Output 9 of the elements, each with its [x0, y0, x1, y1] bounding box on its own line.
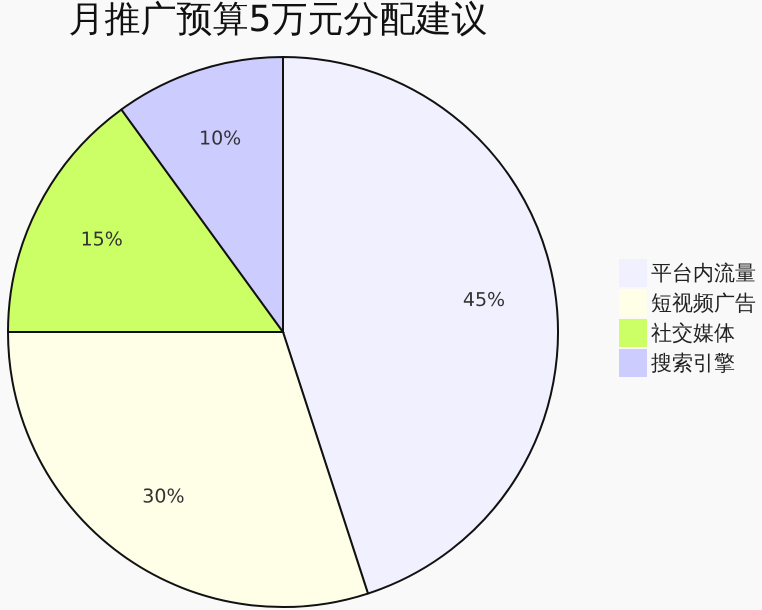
- data-label: 15%: [80, 228, 123, 251]
- data-label: 30%: [142, 486, 185, 508]
- legend-label: 社交媒体: [651, 320, 735, 347]
- legend-label: 搜索引擎: [651, 350, 735, 377]
- data-label: 10%: [199, 127, 242, 150]
- legend-label: 短视频广告: [651, 290, 756, 317]
- data-label: 45%: [462, 289, 506, 312]
- chart-title: 月推广预算5万元分配建议: [68, 0, 488, 42]
- slice-label: 平台内流量: [651, 260, 756, 287]
